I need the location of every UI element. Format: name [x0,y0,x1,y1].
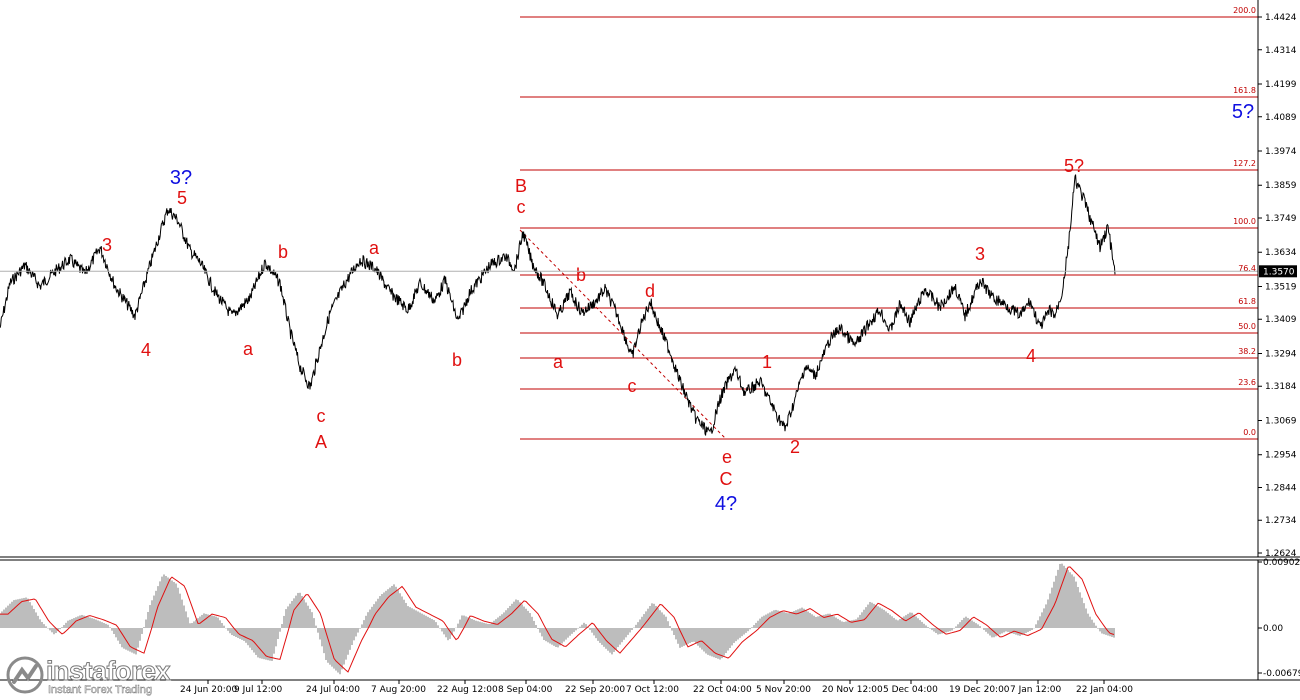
time-tick-label: 5 Nov 20:00 [756,685,811,695]
wave-label: B [515,176,527,196]
fib-level-label: 100.0 [1233,217,1256,226]
wave-label: b [576,265,586,285]
wave-label: c [317,406,326,426]
price-tick-label: 1.3634 [1265,248,1297,258]
fib-level-label: 38.2 [1238,347,1256,356]
price-tick-label: 1.4199 [1265,80,1297,90]
wave-label: 5? [1232,101,1254,123]
time-tick-label: 22 Sep 20:00 [565,685,625,695]
time-tick-label: 24 Jun 20:00 [180,685,237,695]
time-tick-label: 19 Dec 20:00 [949,685,1010,695]
wave-label: C [720,469,733,489]
fib-level-label: 200.0 [1233,6,1256,15]
wave-label: 4? [715,493,737,515]
instaforex-logo-icon [6,656,44,694]
time-tick-label: 5 Dec 04:00 [883,685,938,695]
time-tick-label: 7 Jan 12:00 [1010,685,1062,695]
wave-label: a [369,238,380,258]
time-tick-label: 8 Sep 04:00 [498,685,553,695]
current-price-label: 1.3570 [1263,267,1295,277]
price-tick-label: 1.2954 [1265,451,1297,461]
price-tick-label: 1.3409 [1265,315,1297,325]
price-tick-label: 1.3069 [1265,416,1297,426]
wave-label: 3 [975,244,985,264]
wave-label: b [278,242,288,262]
price-tick-label: 1.4424 [1265,13,1297,23]
fib-anchor-line [519,229,727,440]
wave-label: 4 [1026,346,1036,366]
fib-level-label: 127.2 [1233,159,1256,168]
wave-label: b [452,350,462,370]
time-tick-label: 7 Oct 12:00 [626,685,679,695]
price-tick-label: 1.3974 [1265,147,1297,157]
wave-label: 3 [102,235,112,255]
current-price-tag [1259,265,1297,278]
main-price-panel: 200.0161.8127.2100.076.461.850.038.223.6… [0,6,1258,515]
price-tick-label: 1.4089 [1265,113,1297,123]
osc-tick-label: -0.00679 [1263,669,1300,679]
brand-name: instaforex [45,656,171,687]
wave-label: 4 [141,340,151,360]
price-tick-label: 1.2734 [1265,516,1297,526]
wave-label: 1 [762,352,772,372]
price-tick-label: 1.3519 [1265,282,1297,292]
brand-watermark: instaforex Instant Forex Trading [6,656,181,696]
time-tick-label: 20 Nov 12:00 [822,685,883,695]
price-tick-label: 1.3749 [1265,214,1297,224]
price-tick-label: 1.4314 [1265,46,1297,56]
wave-label: c [517,197,526,217]
brand-tagline: Instant Forex Trading [48,684,152,697]
wave-label: 5 [177,188,187,208]
time-tick-label: 22 Oct 04:00 [693,685,752,695]
fib-level-label: 23.6 [1238,378,1256,387]
osc-tick-label: 0.00 [1263,624,1283,634]
wave-label: 5? [1064,156,1084,176]
price-tick-label: 1.2624 [1265,549,1297,559]
oscillator-signal-line [0,566,1115,673]
oscillator-panel [0,563,1115,675]
wave-label: a [553,352,564,372]
fib-level-label: 0.0 [1243,428,1256,437]
price-tick-label: 1.3294 [1265,349,1297,359]
price-tick-label: 1.3184 [1265,382,1297,392]
price-tick-label: 1.3859 [1265,181,1297,191]
wave-label: a [243,339,254,359]
price-series [0,174,1116,436]
time-tick-label: 7 Aug 20:00 [371,685,426,695]
time-tick-label: 24 Jul 04:00 [306,685,360,695]
time-tick-label: 22 Aug 12:00 [437,685,498,695]
wave-label: d [645,281,655,301]
osc-tick-label: 0.00902 [1263,558,1300,568]
fib-level-label: 76.4 [1238,264,1256,273]
time-tick-label: 22 Jan 04:00 [1076,685,1133,695]
wave-label: A [315,432,327,452]
time-tick-label: 9 Jul 12:00 [234,685,283,695]
wave-label: e [722,447,732,467]
wave-label: c [628,376,637,396]
fib-level-label: 50.0 [1238,322,1256,331]
fib-level-label: 161.8 [1233,86,1256,95]
fib-level-label: 61.8 [1238,297,1256,306]
price-tick-label: 1.2844 [1265,483,1297,493]
osc-signal-line [0,566,1115,673]
oscillator-histogram [0,563,1115,675]
fibonacci-levels: 200.0 161.8 127.2 100.0 76.4 61.8 50.0 38.2 23.6… [519,6,1258,440]
wave-label: 3? [170,167,192,189]
price-line [0,174,1116,436]
wave-label: 2 [790,437,800,457]
